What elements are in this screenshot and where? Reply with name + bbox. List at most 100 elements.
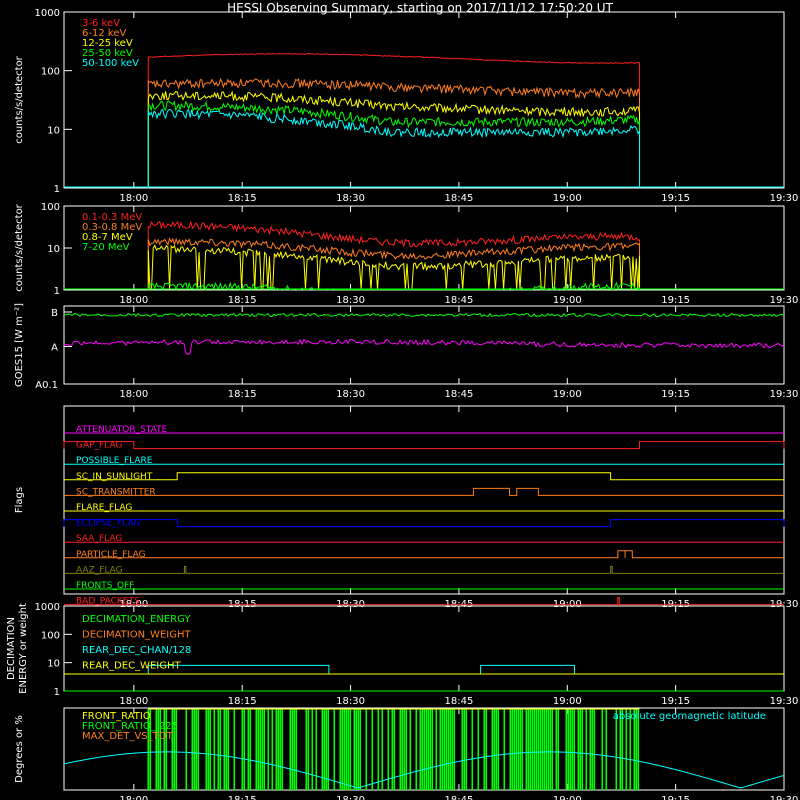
series-line (147, 100, 641, 188)
legend-entry: 0.1-0.3 MeV (82, 212, 142, 223)
flag-line (64, 597, 784, 606)
series-line (147, 244, 641, 290)
y-tick-label: 10 (47, 125, 60, 136)
y-tick-label: A0.1 (35, 380, 58, 391)
x-tick-label: 18:00 (119, 295, 148, 306)
flag-line (64, 565, 784, 574)
x-tick-label: 18:45 (445, 696, 474, 707)
x-tick-label: 19:00 (553, 696, 582, 707)
x-tick-label: 19:15 (661, 795, 690, 800)
flag-label: ECLIPSE_FLAG (76, 519, 140, 529)
y-tick-label: 100 (41, 202, 60, 213)
legend-entry: 25-50 keV (82, 48, 133, 59)
y-axis-label: Degrees or % (14, 715, 25, 783)
flag-line (64, 550, 784, 559)
series-line (63, 338, 785, 355)
legend-entry: 3-6 keV (82, 18, 120, 29)
x-tick-label: 18:30 (336, 696, 365, 707)
flag-line (64, 487, 784, 496)
y-tick-label: 1000 (35, 8, 60, 19)
x-tick-label: 18:30 (336, 389, 365, 400)
x-tick-label: 19:30 (770, 795, 799, 800)
flag-line (63, 441, 785, 450)
x-tick-label: 18:15 (228, 193, 257, 204)
flag-label: ATTENUATOR_STATE (76, 425, 168, 435)
flag-label: SC_IN_SUNLIGHT (76, 472, 153, 482)
series-line (147, 90, 641, 188)
series-line (147, 108, 641, 188)
legend-entry: 7-20 MeV (82, 242, 130, 253)
y-axis-label: counts/s/detector (14, 203, 25, 291)
flag-label: GAP_FLAG (76, 441, 122, 451)
x-tick-label: 19:00 (553, 193, 582, 204)
flag-label: SAA_FLAG (76, 534, 122, 544)
panel-3: 18:00 18:15 18:30 18:45 19:00 19:15 19:30 A0.1 A… (14, 303, 798, 400)
series-line (147, 77, 641, 188)
y-axis-label: ENERGY or weight (18, 603, 29, 694)
x-tick-label: 18:45 (445, 193, 474, 204)
flag-line (64, 472, 784, 481)
flag-label: FRONTS_OFF (76, 581, 134, 591)
flag-label: BAD_PACKETS (76, 597, 140, 607)
y-tick-label: 1 (54, 687, 60, 698)
legend-entry: REAR_DEC_WEIGHT (82, 661, 181, 672)
x-tick-label: 18:30 (336, 193, 365, 204)
panel-5: 18:00 18:15 18:30 18:45 19:00 19:15 19:30 1 10 10… (6, 602, 798, 707)
x-tick-label: 19:15 (661, 295, 690, 306)
panel-6: 18:00 18:15 18:30 18:45 19:00 19:15 19:30 Degre… (14, 707, 799, 800)
legend-entry: FRONT_RATIO (82, 711, 151, 722)
y-tick-label: A (51, 343, 58, 354)
flag-label: SC_TRANSMITTER (76, 487, 156, 497)
y-axis-label: GOES15 [W m⁻²] (14, 303, 25, 387)
flag-label: AAZ_FLAG (76, 565, 123, 575)
series-line (147, 52, 641, 188)
y-tick-label: 1 (54, 184, 60, 195)
x-tick-label: 18:30 (336, 295, 365, 306)
legend-entry: 50-100 keV (82, 58, 139, 69)
panel-frame (63, 405, 785, 595)
panel-2: 18:00 18:15 18:30 18:45 19:00 19:15 19:30 1 10 10… (14, 202, 798, 306)
x-tick-label: 18:30 (336, 795, 365, 800)
legend-entry: REAR_DEC_CHAN/128 (82, 645, 191, 656)
x-tick-label: 18:45 (445, 795, 474, 800)
chart-title: HESSI Observing Summary, starting on 201… (227, 1, 613, 15)
x-tick-label: 18:00 (119, 389, 148, 400)
flag-label: FLARE_FLAG (76, 503, 132, 513)
series-line (147, 220, 641, 290)
y-tick-label: 10 (47, 244, 60, 255)
y-axis-label: Flags (14, 487, 25, 513)
x-tick-label: 19:30 (770, 295, 799, 306)
y-tick-label: 1000 (35, 602, 60, 613)
y-tick-label: 100 (41, 630, 60, 641)
flag-label: POSSIBLE_FLARE (76, 456, 153, 466)
legend-entry: MAX_DET_VS_TOT (82, 731, 174, 742)
panel-frame (63, 305, 785, 385)
flag-label: PARTICLE_FLAG (76, 550, 146, 560)
y-tick-label: B (51, 308, 58, 319)
x-tick-label: 18:00 (119, 795, 148, 800)
y-tick-label: 1 (54, 286, 60, 297)
legend-entry: DECIMATION_ENERGY (82, 614, 191, 625)
series-line (147, 236, 641, 290)
flag-line (63, 519, 785, 528)
legend-entry: FRONT_RATIO_ 225 (82, 721, 178, 732)
x-tick-label: 18:00 (119, 696, 148, 707)
x-tick-label: 19:30 (770, 193, 799, 204)
x-tick-label: 19:30 (770, 696, 799, 707)
y-axis-label: counts/s/detector (14, 55, 25, 143)
x-tick-label: 18:15 (228, 696, 257, 707)
x-tick-label: 18:00 (119, 193, 148, 204)
x-tick-label: 19:00 (553, 389, 582, 400)
x-tick-label: 19:15 (661, 193, 690, 204)
x-tick-label: 19:15 (661, 389, 690, 400)
x-tick-label: 18:45 (445, 295, 474, 306)
series-line (63, 751, 785, 789)
x-tick-label: 18:15 (228, 389, 257, 400)
legend-entry: absolute geomagnetic latitude (613, 711, 766, 722)
x-tick-label: 18:45 (445, 389, 474, 400)
panel-frame (63, 205, 785, 291)
y-tick-label: 10 (47, 659, 60, 670)
x-tick-label: 18:15 (228, 295, 257, 306)
legend-entry: 12-25 keV (82, 38, 133, 49)
